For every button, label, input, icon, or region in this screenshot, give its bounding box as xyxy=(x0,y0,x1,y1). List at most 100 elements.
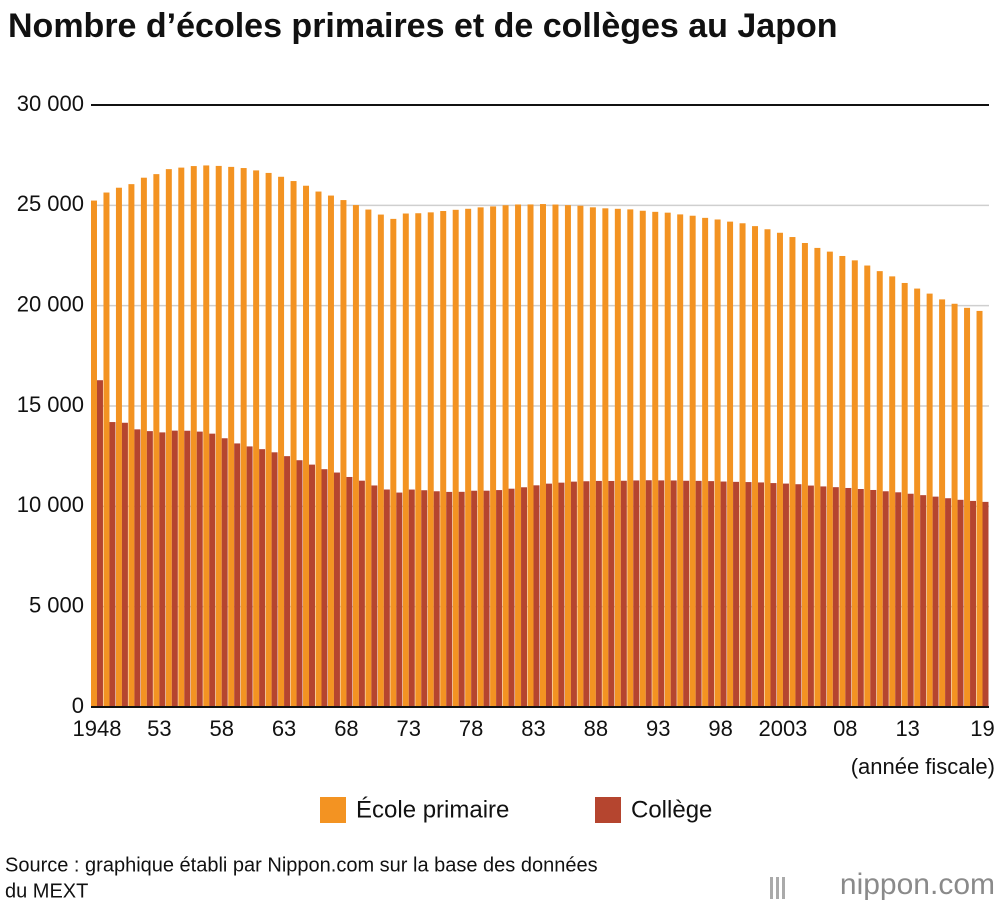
bar xyxy=(96,380,103,707)
bar xyxy=(103,192,110,707)
bar xyxy=(315,191,322,707)
bar xyxy=(271,452,278,707)
bar xyxy=(321,469,328,707)
bar xyxy=(228,166,235,707)
bar xyxy=(782,483,789,707)
bar xyxy=(689,215,696,708)
bar xyxy=(184,430,191,707)
source: du MEXT xyxy=(5,880,88,902)
bar xyxy=(178,167,185,707)
bar xyxy=(171,430,178,707)
bar xyxy=(533,485,540,707)
x-tick-label: 73 xyxy=(397,716,421,741)
bar xyxy=(982,501,989,707)
legend-swatch xyxy=(595,797,621,823)
bar xyxy=(895,492,902,707)
bar xyxy=(545,483,552,707)
bar xyxy=(652,211,659,707)
bar xyxy=(421,490,428,707)
bar xyxy=(733,481,740,707)
bar xyxy=(577,205,584,708)
x-tick-label: 83 xyxy=(521,716,545,741)
x-tick-label: 93 xyxy=(646,716,670,741)
bar xyxy=(552,204,559,707)
bar xyxy=(876,271,883,707)
logo-bar xyxy=(782,877,785,899)
bar xyxy=(246,446,253,707)
bar xyxy=(371,485,378,707)
bar xyxy=(745,482,752,707)
bar xyxy=(159,432,166,707)
bar xyxy=(477,207,484,708)
bar xyxy=(296,460,303,707)
x-axis-label: (année fiscale) xyxy=(851,754,995,779)
bar xyxy=(508,488,515,707)
bar xyxy=(390,218,397,707)
bar xyxy=(708,481,715,707)
bar xyxy=(483,490,490,707)
bar xyxy=(639,210,646,707)
x-tick-label: 78 xyxy=(459,716,483,741)
bar xyxy=(589,207,596,707)
bar xyxy=(608,480,615,707)
bar xyxy=(278,176,285,708)
bar xyxy=(957,499,964,707)
bar xyxy=(789,237,796,707)
bar xyxy=(845,487,852,707)
bar xyxy=(352,205,359,708)
source: Source : graphique établi par Nippon.com… xyxy=(5,854,598,876)
bar xyxy=(408,489,415,707)
bar xyxy=(882,491,889,707)
bar xyxy=(146,431,153,707)
bar xyxy=(196,431,203,707)
bar xyxy=(446,491,453,707)
bar xyxy=(253,170,260,707)
bar xyxy=(527,204,534,707)
bar xyxy=(458,491,465,707)
bar xyxy=(564,205,571,707)
bar xyxy=(190,166,197,707)
x-tick-label: 1948 xyxy=(73,716,122,741)
bar xyxy=(415,213,422,707)
x-tick-label: 2003 xyxy=(758,716,807,741)
bar xyxy=(907,493,914,707)
bar xyxy=(333,472,340,707)
bar xyxy=(739,223,746,707)
bar xyxy=(714,219,721,707)
bar xyxy=(695,480,702,707)
bar xyxy=(365,209,372,707)
bar xyxy=(240,168,247,708)
bar xyxy=(683,480,690,707)
bar xyxy=(645,480,652,707)
bar xyxy=(496,490,503,707)
bar xyxy=(832,487,839,707)
y-tick-label: 25 000 xyxy=(17,191,84,216)
bar xyxy=(702,217,709,708)
bar xyxy=(515,204,522,707)
bar xyxy=(521,487,528,707)
bar xyxy=(764,229,771,707)
bar xyxy=(433,491,440,707)
bar xyxy=(303,185,310,707)
bar xyxy=(383,489,390,707)
x-tick-label: 58 xyxy=(209,716,233,741)
x-tick-label: 63 xyxy=(272,716,296,741)
bar xyxy=(327,195,334,708)
x-tick-label: 53 xyxy=(147,716,171,741)
bar xyxy=(602,208,609,707)
x-tick-label: 13 xyxy=(895,716,919,741)
bar xyxy=(115,187,122,708)
bar xyxy=(471,490,478,707)
bar xyxy=(595,480,602,707)
bar xyxy=(677,214,684,707)
legend-label: Collège xyxy=(631,796,712,823)
bar xyxy=(814,247,821,707)
bar xyxy=(290,181,297,707)
bar xyxy=(939,299,946,707)
bar xyxy=(826,251,833,707)
bar xyxy=(346,476,353,707)
bar xyxy=(284,456,291,707)
bar xyxy=(153,174,160,708)
bar xyxy=(121,422,128,707)
